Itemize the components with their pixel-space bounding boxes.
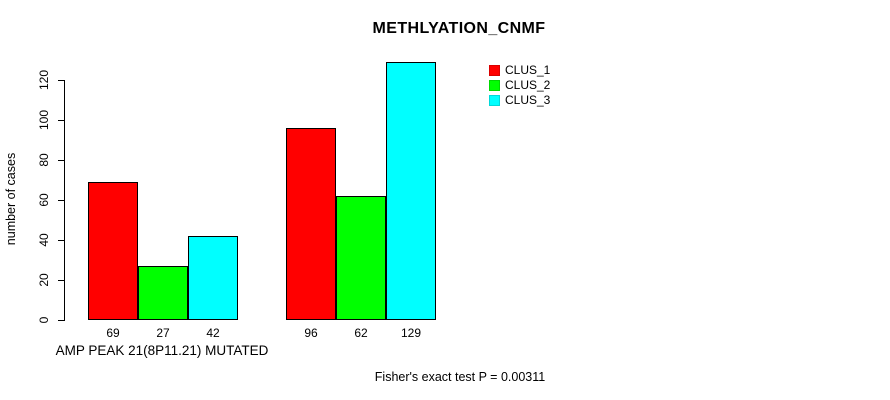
y-tick	[58, 120, 65, 121]
legend-item: CLUS_3	[489, 93, 550, 108]
y-tick-label: 100	[37, 109, 51, 131]
y-tick	[58, 320, 65, 321]
chart-title: METHLYATION_CNMF	[372, 20, 546, 37]
legend-item: CLUS_1	[489, 63, 550, 78]
y-tick-label: 20	[37, 273, 51, 287]
bar-clus_2-group2	[336, 196, 386, 320]
fisher-test-note: Fisher's exact test P = 0.00311	[374, 370, 546, 384]
legend-swatch	[489, 65, 500, 76]
bar-clus_2-group1	[138, 266, 188, 320]
y-tick-label: 40	[37, 233, 51, 247]
y-tick	[58, 280, 65, 281]
legend-label: CLUS_2	[505, 78, 551, 92]
y-tick	[58, 240, 65, 241]
legend-swatch	[489, 95, 500, 106]
bar-clus_1-group1	[88, 182, 138, 320]
y-tick-label: 0	[37, 316, 51, 324]
bar-value-label: 69	[106, 326, 120, 340]
y-tick-label: 120	[37, 69, 51, 91]
x-category-label: AMP PEAK 21(8P11.21) MUTATED	[55, 343, 269, 358]
legend-swatch	[489, 80, 500, 91]
legend-label: CLUS_1	[505, 63, 551, 77]
y-tick	[58, 200, 65, 201]
y-tick	[58, 160, 65, 161]
bar-value-label: 62	[354, 326, 368, 340]
legend-item: CLUS_2	[489, 78, 550, 93]
bar-value-label: 129	[400, 326, 422, 340]
bar-clus_3-group2	[386, 62, 436, 320]
y-tick-label: 60	[37, 193, 51, 207]
bar-value-label: 27	[156, 326, 170, 340]
bar-value-label: 96	[304, 326, 318, 340]
y-axis-label: number of cases	[4, 152, 18, 246]
bar-clus_3-group1	[188, 236, 238, 320]
bar-clus_1-group2	[286, 128, 336, 320]
legend: CLUS_1 CLUS_2 CLUS_3	[489, 63, 550, 108]
y-tick-label: 80	[37, 153, 51, 167]
bar-value-label: 42	[206, 326, 220, 340]
legend-label: CLUS_3	[505, 93, 551, 107]
y-tick	[58, 80, 65, 81]
